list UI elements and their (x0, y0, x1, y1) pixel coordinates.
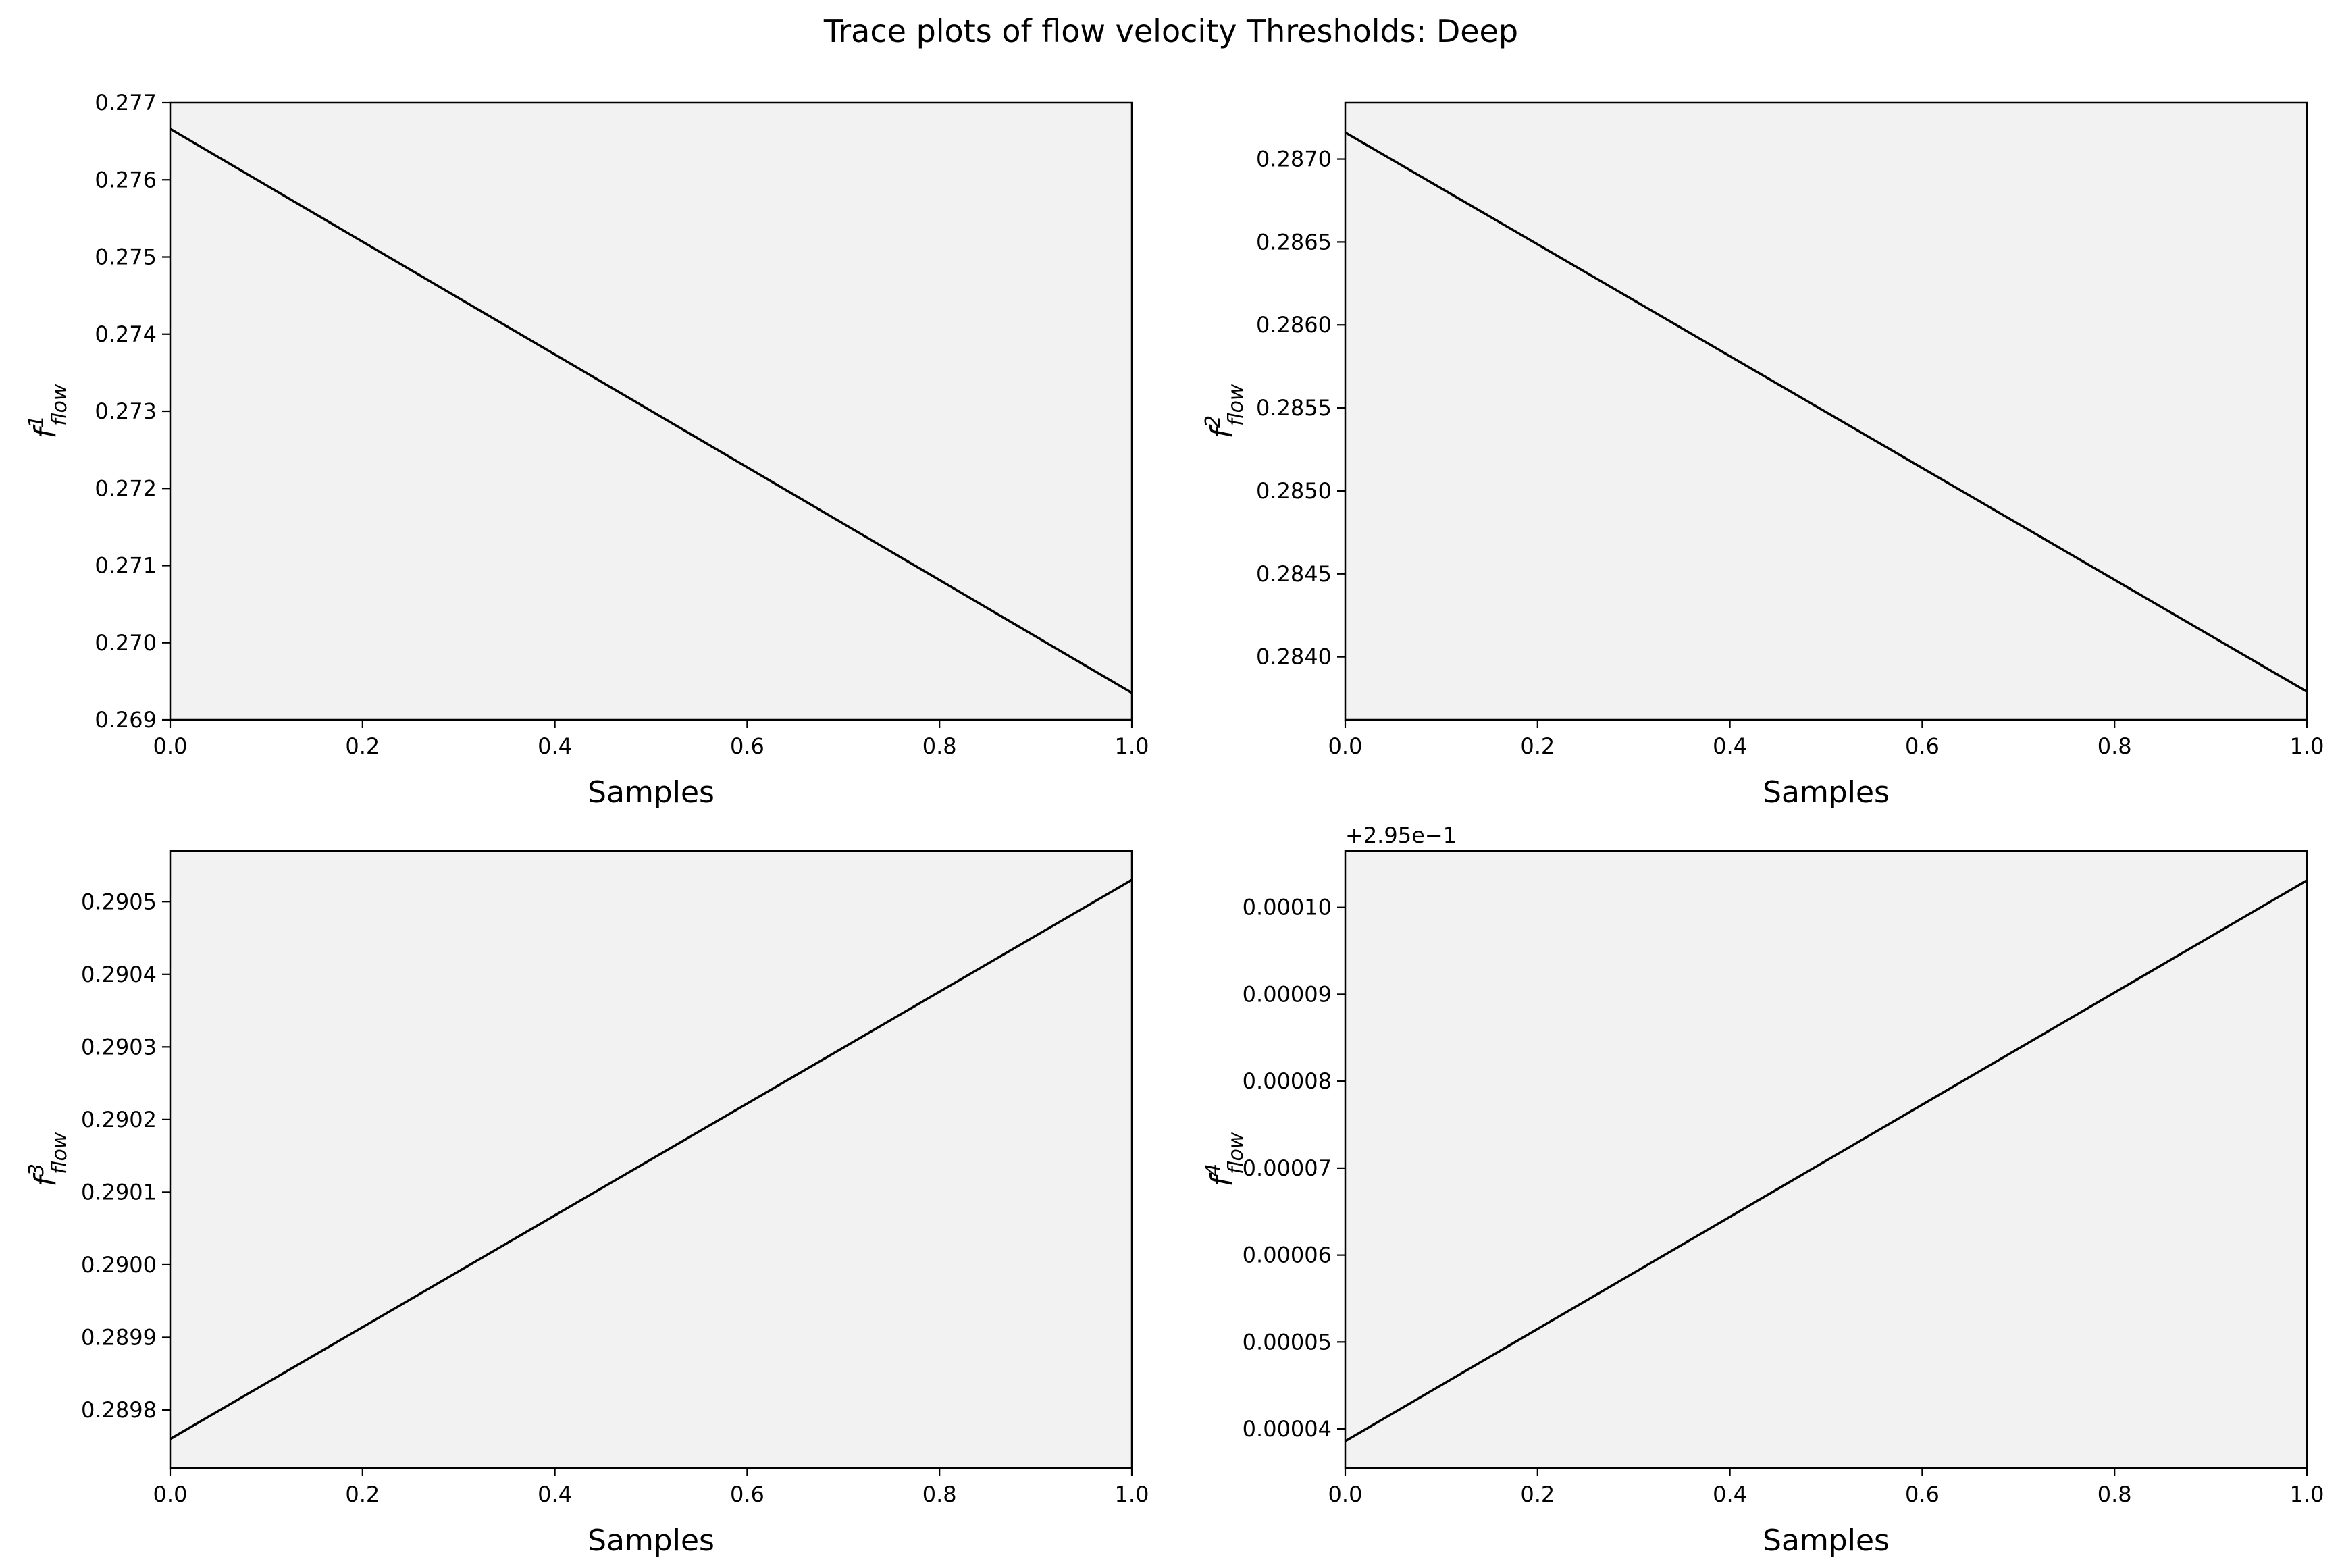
y-axis-label: f2flow (1201, 384, 1248, 438)
x-tick-label: 0.2 (345, 1482, 380, 1507)
y-tick-label: 0.273 (95, 398, 157, 424)
y-tick-label: 0.00007 (1243, 1155, 1332, 1181)
x-axis-label: Samples (1763, 775, 1890, 810)
subplot-2: 0.0 0.2 0.4 0.6 0.8 1.0 0.2840 0.2845 0.2850 0.28… (1201, 101, 2324, 810)
y-tick-label: 0.2845 (1256, 561, 1332, 587)
x-tick-label: 0.8 (922, 733, 957, 759)
y-tick-label: 0.270 (95, 630, 157, 656)
y-tick-label: 0.00010 (1243, 895, 1332, 920)
subplot-3: 0.0 0.2 0.4 0.6 0.8 1.0 0.2898 0.2899 0.2900 0.29… (25, 850, 1149, 1558)
x-axis-label: Samples (588, 775, 714, 810)
y-tick-label: 0.2904 (81, 962, 157, 987)
y-tick-label: 0.276 (95, 167, 157, 192)
y-tick-label: 0.00005 (1243, 1329, 1332, 1355)
x-tick-label: 0.2 (1520, 1482, 1555, 1507)
y-tick-label: 0.269 (95, 707, 157, 733)
x-tick-label: 0.6 (730, 733, 764, 759)
series-line-1 (1345, 131, 2308, 693)
y-tick-label: 0.2898 (81, 1397, 157, 1423)
x-tick-label: 0.0 (153, 1482, 188, 1507)
y-axis-label: f4flow (1201, 1132, 1248, 1186)
x-tick-label: 1.0 (1115, 1482, 1149, 1507)
y-tick-label: 0.00009 (1243, 981, 1332, 1007)
x-tick-label: 0.4 (1713, 733, 1747, 759)
x-tick-label: 0.4 (538, 733, 572, 759)
x-tick-label: 0.6 (1905, 1482, 1940, 1507)
x-tick-label: 0.8 (2098, 733, 2132, 759)
x-tick-label: 0.2 (345, 733, 380, 759)
y-tick-label: 0.275 (95, 244, 157, 270)
figure-title: Trace plots of flow velocity Thresholds:… (823, 13, 1518, 49)
x-axis-label: Samples (588, 1523, 714, 1558)
x-tick-label: 0.0 (153, 733, 188, 759)
axes-frame (1344, 850, 2308, 1469)
y-tick-label: 0.2860 (1256, 312, 1332, 338)
y-tick-label: 0.272 (95, 475, 157, 501)
y-tick-label: 0.274 (95, 321, 157, 347)
y-tick-label: 0.2850 (1256, 478, 1332, 504)
x-tick-label: 0.6 (1905, 733, 1940, 759)
y-tick-label: 0.00006 (1243, 1243, 1332, 1268)
series-line-1 (170, 879, 1133, 1440)
y-tick-label: 0.2855 (1256, 395, 1332, 421)
subplot-grid: 0.0 0.2 0.4 0.6 0.8 1.0 0.269 0.270 0.271 0.272 0.… (25, 90, 2324, 1558)
x-tick-label: 1.0 (1115, 733, 1149, 759)
y-tick-label: 0.2899 (81, 1324, 157, 1350)
y-tick-label: 0.277 (95, 90, 157, 115)
x-tick-label: 0.2 (1520, 733, 1555, 759)
x-tick-label: 0.4 (538, 1482, 572, 1507)
y-tick-label: 0.2865 (1256, 229, 1332, 255)
subplot-4: 0.0 0.2 0.4 0.6 0.8 1.0 0.00004 0.00005 0.00006 0… (1201, 822, 2324, 1558)
series-line-1 (170, 128, 1133, 694)
y-tick-label: 0.2901 (81, 1179, 157, 1205)
x-tick-label: 0.8 (922, 1482, 957, 1507)
y-tick-label: 0.00008 (1243, 1068, 1332, 1094)
series-line-1 (1345, 879, 2308, 1442)
y-tick-label: 0.2902 (81, 1107, 157, 1132)
x-tick-label: 0.6 (730, 1482, 764, 1507)
y-tick-label: 0.00004 (1243, 1416, 1332, 1442)
y-offset-text: +2.95e−1 (1345, 822, 1457, 848)
y-tick-label: 0.2905 (81, 889, 157, 914)
x-tick-label: 0.4 (1713, 1482, 1747, 1507)
axes-frame (1344, 101, 2308, 721)
x-tick-label: 1.0 (2290, 733, 2324, 759)
x-tick-label: 0.0 (1328, 1482, 1363, 1507)
y-tick-label: 0.2900 (81, 1252, 157, 1278)
x-tick-label: 0.0 (1328, 733, 1363, 759)
x-tick-label: 1.0 (2290, 1482, 2324, 1507)
x-tick-label: 0.8 (2098, 1482, 2132, 1507)
y-tick-label: 0.2870 (1256, 147, 1332, 172)
x-axis-label: Samples (1763, 1523, 1890, 1558)
y-tick-label: 0.2903 (81, 1034, 157, 1060)
axes-frame (169, 850, 1133, 1469)
subplot-1: 0.0 0.2 0.4 0.6 0.8 1.0 0.269 0.270 0.271 0.272 0.… (25, 90, 1149, 810)
y-tick-label: 0.271 (95, 553, 157, 579)
y-tick-label: 0.2840 (1256, 644, 1332, 670)
